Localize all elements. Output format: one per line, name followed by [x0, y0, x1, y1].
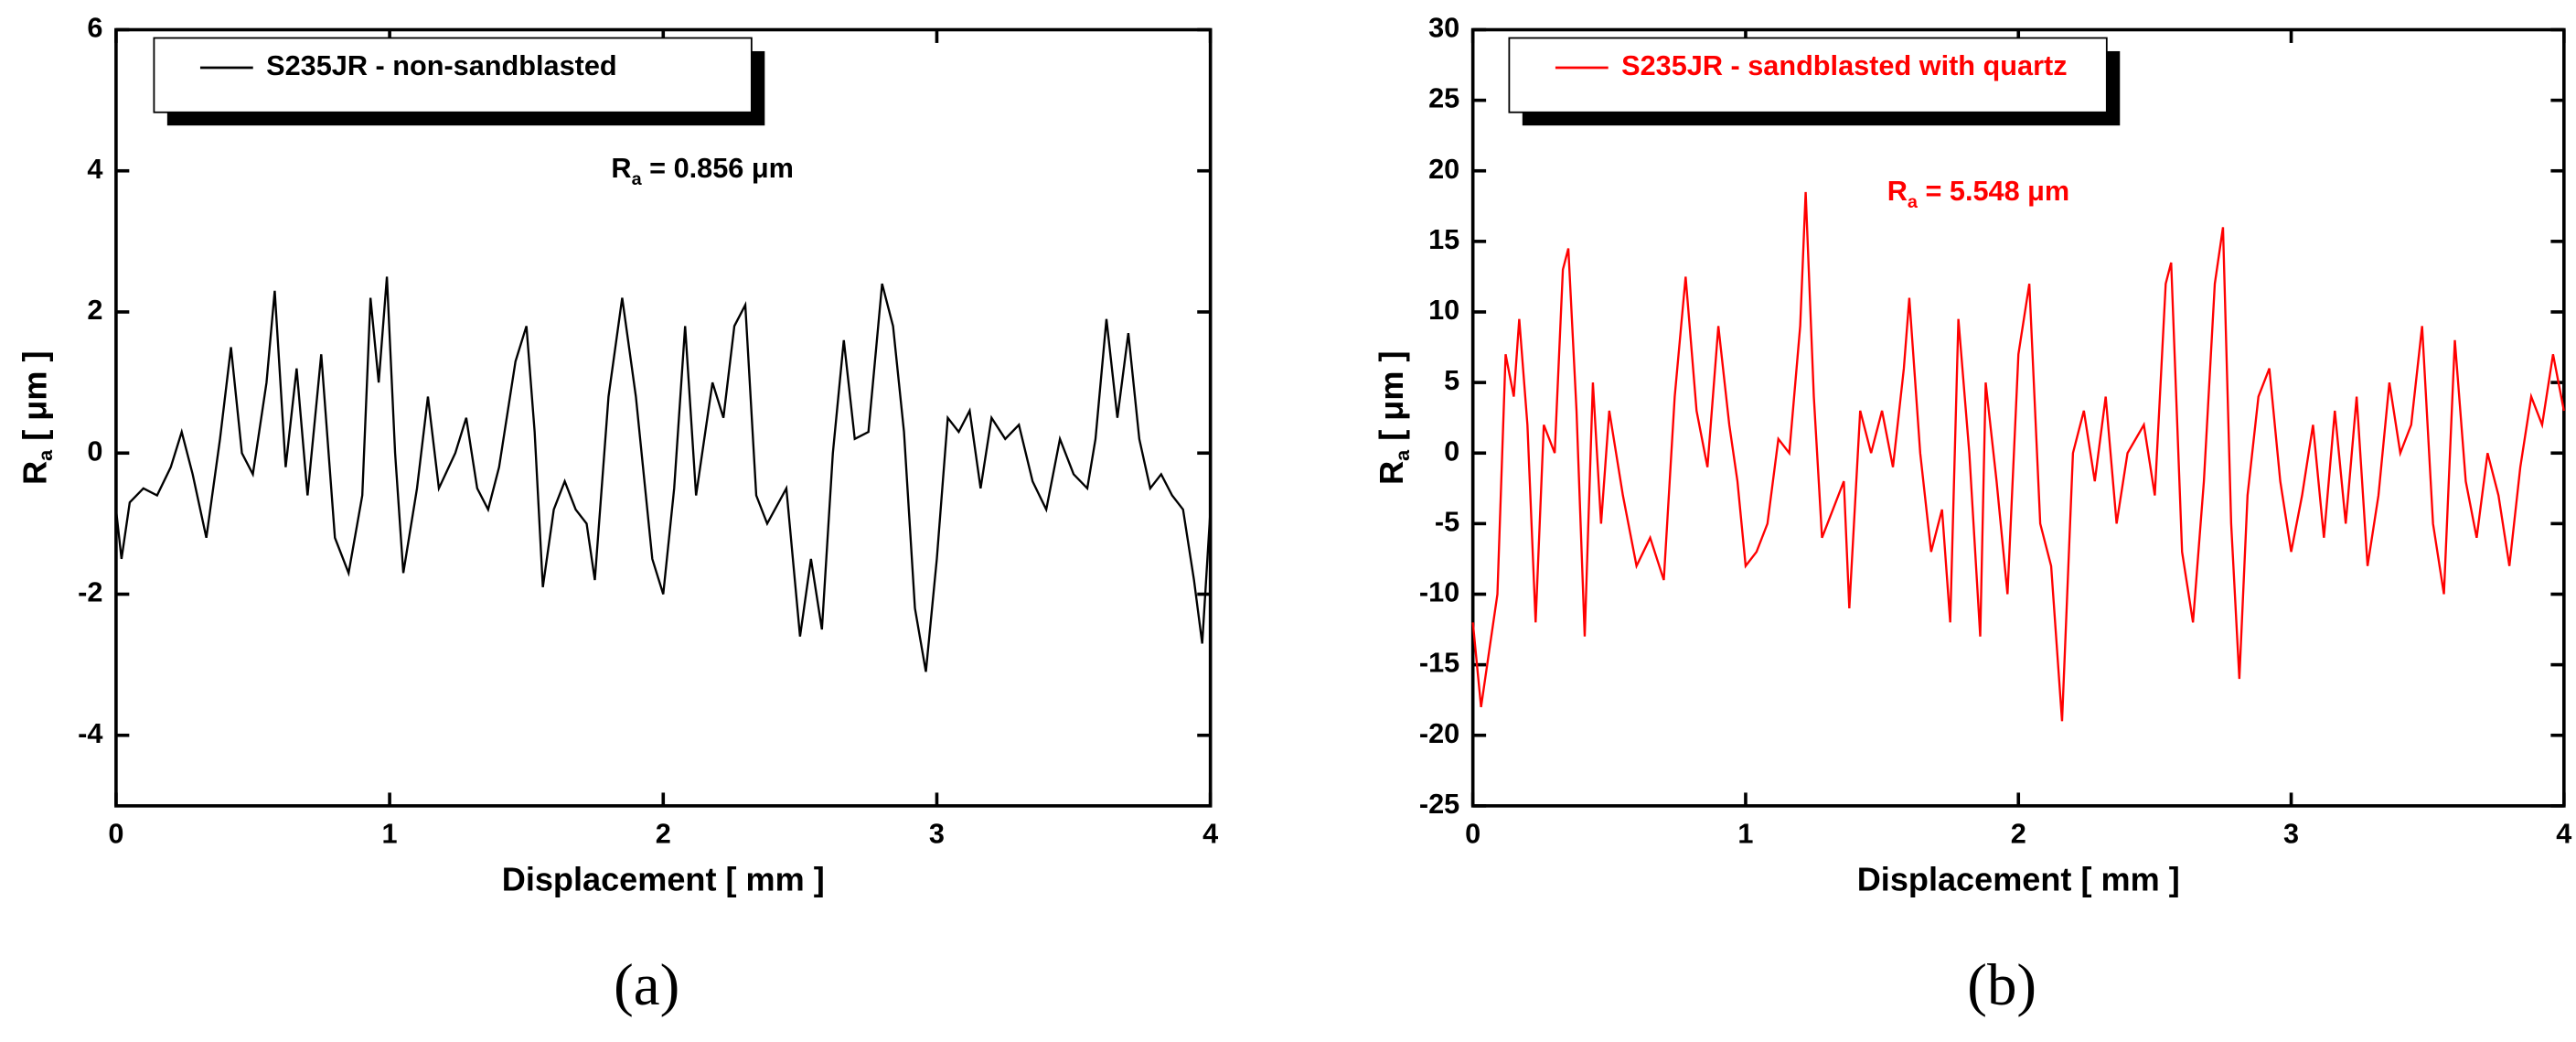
annotation: Ra = 5.548 μm [1887, 175, 2069, 212]
y-tick-label: 0 [87, 435, 102, 467]
annotation-subscript: a [1908, 192, 1919, 212]
y-tick-label: 15 [1428, 223, 1459, 255]
x-tick-label: 2 [2011, 817, 2026, 849]
y-axis-label-unit: [ μm ] [1373, 350, 1410, 449]
x-tick-label: 1 [1737, 817, 1753, 849]
x-tick-label: 3 [929, 817, 945, 849]
x-tick-label: 0 [1465, 817, 1480, 849]
x-tick-label: 1 [382, 817, 398, 849]
y-axis-label-symbol: R [1373, 461, 1410, 485]
y-tick-label: 0 [1444, 435, 1459, 467]
x-axis-label: Displacement [ mm ] [502, 860, 825, 897]
y-tick-label: -4 [78, 717, 102, 749]
y-tick-label: 25 [1428, 82, 1459, 114]
annotation: Ra = 0.856 μm [611, 152, 793, 189]
annotation-value: = 5.548 μm [1918, 175, 2069, 207]
x-tick-label: 3 [2283, 817, 2299, 849]
y-tick-label: -2 [78, 576, 102, 608]
annotation-symbol: R [1887, 175, 1908, 207]
y-axis-label-subscript: a [34, 449, 57, 461]
data-line [1471, 191, 2565, 722]
y-tick-label: -10 [1419, 576, 1459, 608]
annotation-value: = 0.856 μm [642, 152, 794, 184]
y-tick-label: 6 [87, 12, 102, 44]
y-tick-label: 2 [87, 294, 102, 326]
y-axis-label: Ra [ μm ] [16, 350, 57, 484]
y-tick-label: 5 [1444, 364, 1459, 396]
legend-label: S235JR - sandblasted with quartz [1621, 49, 2067, 81]
y-axis-label: Ra [ μm ] [1373, 350, 1414, 484]
x-axis-label: Displacement [ mm ] [1857, 860, 2180, 897]
y-tick-label: -15 [1419, 647, 1459, 679]
y-tick-label: 10 [1428, 294, 1459, 326]
legend-box [153, 37, 753, 113]
y-tick-label: -20 [1419, 717, 1459, 749]
plot-frame [1470, 27, 2566, 808]
x-tick-label: 2 [656, 817, 671, 849]
plot-frame [114, 27, 1213, 808]
legend-label: S235JR - non-sandblasted [266, 49, 616, 81]
y-axis-label-subscript: a [1391, 449, 1414, 461]
x-tick-label: 0 [108, 817, 123, 849]
panel-label: (b) [1967, 952, 2036, 1018]
y-axis-label-symbol: R [16, 461, 53, 485]
x-tick-label: 4 [1202, 817, 1218, 849]
legend-box [1508, 37, 2108, 113]
y-tick-label: 30 [1428, 12, 1459, 44]
y-tick-label: 20 [1428, 153, 1459, 185]
y-tick-label: -25 [1419, 788, 1459, 820]
panel-label: (a) [614, 952, 679, 1018]
y-axis-label-unit: [ μm ] [16, 350, 53, 449]
annotation-subscript: a [632, 169, 643, 189]
x-tick-label: 4 [2556, 817, 2571, 849]
annotation-symbol: R [611, 152, 631, 184]
y-tick-label: 4 [87, 153, 102, 185]
data-line [114, 276, 1212, 672]
y-tick-label: -5 [1435, 505, 1459, 537]
